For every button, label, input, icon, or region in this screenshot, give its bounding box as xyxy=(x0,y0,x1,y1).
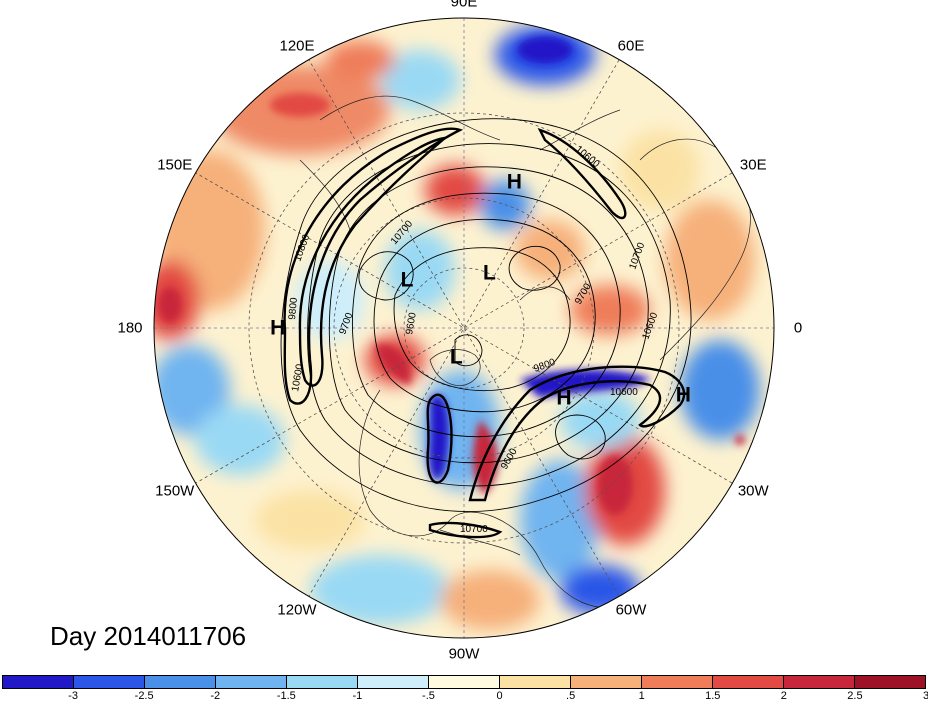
low-pressure-marker: L xyxy=(483,261,496,285)
graticule xyxy=(154,18,774,638)
lon-150w-label: 150W xyxy=(155,482,195,500)
colorbar-tick-label: 1 xyxy=(638,690,645,702)
colorbar-tick-label: 1.5 xyxy=(705,690,721,702)
colorbar xyxy=(2,675,926,689)
coastlines xyxy=(299,95,751,609)
low-pressure-marker: L xyxy=(449,345,463,369)
contour-label: 10700 xyxy=(460,524,488,535)
high-pressure-marker: H xyxy=(506,170,522,194)
colorbar-segment xyxy=(74,676,145,688)
colorbar-tick-label: -2 xyxy=(210,690,221,702)
colorbar-segment xyxy=(287,676,358,688)
colorbar-segment xyxy=(784,676,855,688)
low-pressure-marker: L xyxy=(400,268,414,292)
high-pressure-marker: H xyxy=(675,383,691,407)
high-pressure-marker: H xyxy=(556,386,572,410)
colorbar-tick-label: -1 xyxy=(352,690,363,702)
lon-30w-label: 30W xyxy=(737,482,769,500)
colorbar-tick-label: 0 xyxy=(496,690,503,702)
colorbar-segment xyxy=(3,676,74,688)
colorbar-tick-label: 2.5 xyxy=(847,690,863,702)
contour-label: 10600 xyxy=(610,387,638,398)
lon-180-label: 180 xyxy=(117,319,143,337)
colorbar-tick-label: 3 xyxy=(922,690,928,702)
colorbar-segment xyxy=(855,676,925,688)
lon-120w-label: 120W xyxy=(277,601,317,619)
contour-label: 10600 xyxy=(290,363,306,393)
colorbar-segment xyxy=(358,676,429,688)
contour-label: 9800 xyxy=(287,297,300,321)
lon-90e-label: 90E xyxy=(450,0,478,11)
contour-label: 9600 xyxy=(404,311,419,335)
colorbar-tick-label: 2 xyxy=(780,690,787,702)
colorbar-tick-label: -.5 xyxy=(422,690,435,702)
lon-90w-label: 90W xyxy=(448,645,480,663)
colorbar-segment xyxy=(642,676,713,688)
jet-contours xyxy=(283,127,686,539)
colorbar-segment xyxy=(713,676,784,688)
colorbar-tick-label: -1.5 xyxy=(276,690,296,702)
lon-60w-label: 60W xyxy=(615,601,647,619)
lon-60e-label: 60E xyxy=(617,37,645,55)
lon-0-label: 0 xyxy=(793,319,803,337)
map-boundary xyxy=(153,17,775,639)
colorbar-tick-label: -2.5 xyxy=(134,690,154,702)
lon-150e-label: 150E xyxy=(157,156,193,174)
height-contours xyxy=(280,118,692,512)
colorbar-segment xyxy=(216,676,287,688)
colorbar-segment xyxy=(145,676,216,688)
colorbar-tick-label: -3 xyxy=(68,690,78,702)
colorbar-segment xyxy=(429,676,500,688)
colorbar-tick-label: .5 xyxy=(566,690,576,702)
high-pressure-marker: H xyxy=(270,316,286,340)
date-title: Day 2014011706 xyxy=(50,621,247,651)
colorbar-segment xyxy=(500,676,571,688)
lon-120e-label: 120E xyxy=(279,37,315,55)
colorbar-segment xyxy=(571,676,642,688)
lon-30e-label: 30E xyxy=(739,156,767,174)
